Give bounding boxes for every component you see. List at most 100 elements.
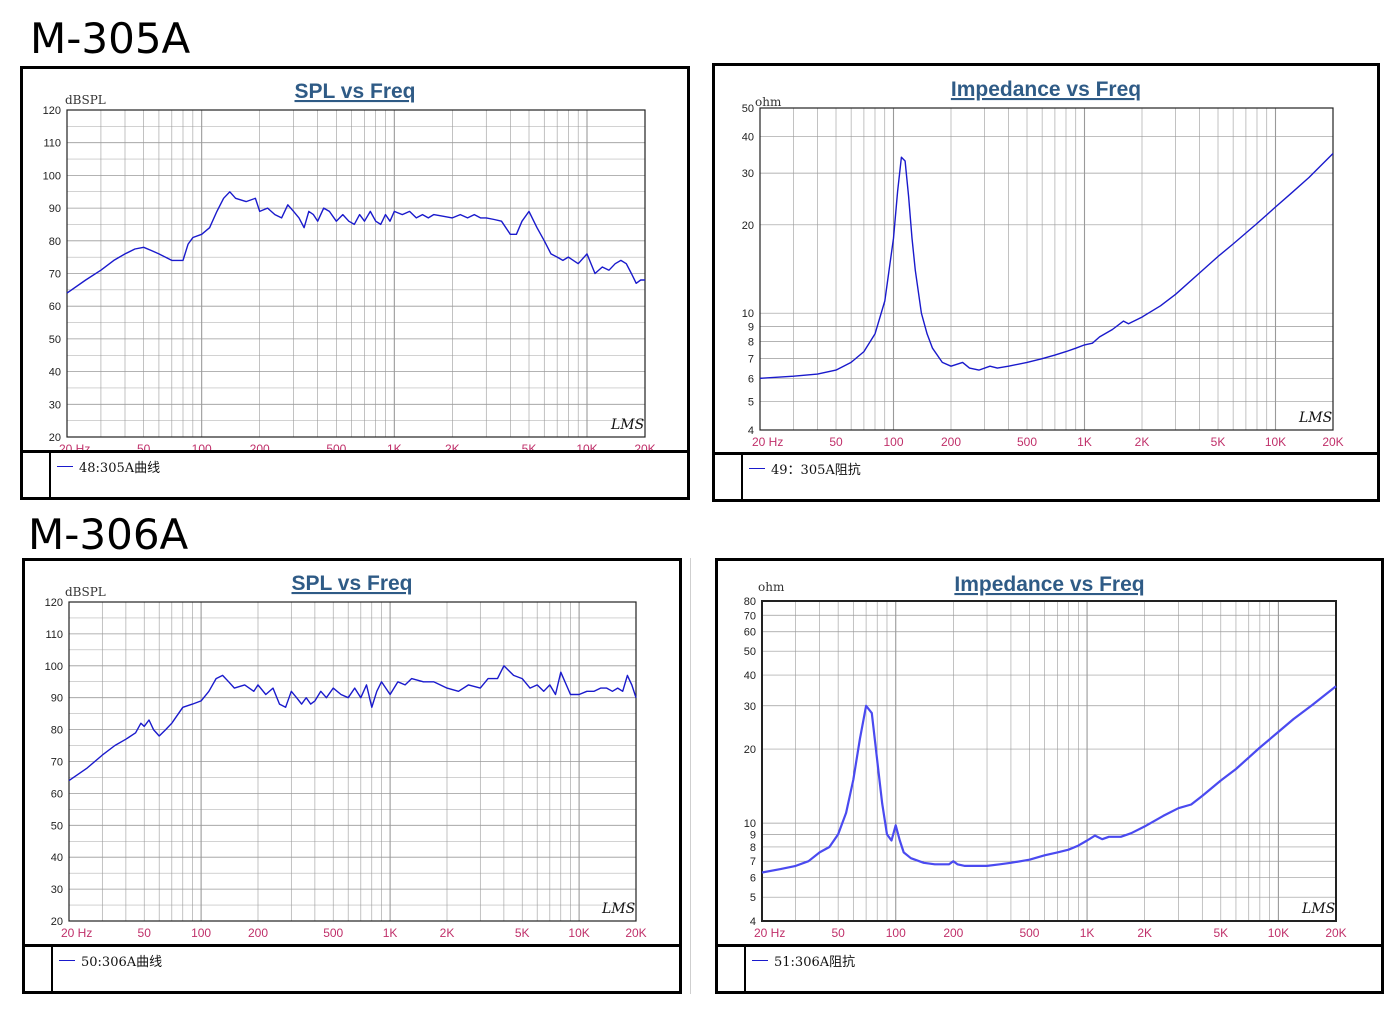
y-tick-label: 70 — [744, 610, 756, 622]
x-tick-label: 2K — [1137, 926, 1152, 940]
chart-title: SPL vs Freq — [295, 80, 416, 103]
chart-panel-spl-305a: SPL vs Freq dBSPL 20 30 40 50 60 70 80 90 100 110 12… — [20, 66, 690, 500]
x-tick-label: 100 — [883, 435, 903, 449]
x-tick-label: 5K — [515, 926, 530, 940]
plot-frame — [66, 109, 646, 438]
y-tick-label: 8 — [750, 842, 756, 854]
y-tick-label: 70 — [49, 269, 61, 281]
y-tick-label: 120 — [45, 597, 63, 609]
legend-gutter — [718, 947, 746, 991]
y-tick-label: 100 — [45, 661, 63, 673]
legend-label: 50:306A曲线 — [81, 955, 163, 970]
y-tick-label: 30 — [51, 884, 63, 896]
lms-watermark: LMS — [1298, 410, 1332, 426]
y-tick-label: 6 — [750, 873, 756, 885]
gridlines — [67, 110, 645, 437]
chart-impedance-305a: Impedance vs Freq ohm 4 5 6 7 8 9 10 20 30 40 50 20 H… — [742, 78, 1344, 449]
y-tick-label: 80 — [51, 725, 63, 737]
x-tick-label: 20K — [625, 926, 646, 940]
y-tick-label: 10 — [744, 818, 756, 830]
y-axis-label: dBSPL — [65, 93, 106, 107]
series-line — [68, 665, 637, 782]
legend-gutter — [715, 455, 743, 499]
model-title-306a: M-306A — [28, 510, 189, 559]
legend-strip: 51:306A阻抗 — [718, 944, 1381, 991]
x-tick-label: 20 Hz — [752, 435, 783, 449]
y-tick-label: 30 — [742, 168, 754, 180]
y-tick-label: 40 — [49, 367, 61, 379]
x-tick-label: 500 — [1017, 435, 1037, 449]
y-tick-label: 50 — [744, 646, 756, 658]
y-tick-label: 20 — [49, 432, 61, 444]
y-tick-label: 80 — [744, 596, 756, 608]
chart-title: SPL vs Freq — [292, 572, 413, 595]
series-line — [66, 191, 645, 294]
y-tick-label: 4 — [750, 916, 756, 928]
y-tick-label: 5 — [750, 892, 756, 904]
y-tick-label: 60 — [744, 627, 756, 639]
x-tick-label: 1K — [1080, 926, 1095, 940]
y-tick-label: 20 — [742, 220, 754, 232]
x-tick-label: 10K — [1268, 926, 1289, 940]
x-tick-label: 50 — [138, 926, 152, 940]
gridlines — [760, 108, 1333, 430]
y-tick-label: 20 — [744, 744, 756, 756]
y-tick-label: 30 — [49, 399, 61, 411]
plot-area — [760, 108, 1333, 430]
panel-divider — [690, 558, 691, 994]
lms-watermark: LMS — [610, 417, 644, 433]
chart-panel-impedance-305a: Impedance vs Freq ohm 4 5 6 7 8 9 10 20 30 40 50 20 H… — [712, 63, 1380, 502]
x-tick-label: 20 Hz — [754, 926, 785, 940]
x-tick-label: 5K — [1211, 435, 1226, 449]
legend-label: 49：305A阻抗 — [771, 463, 861, 478]
legend-gutter — [23, 453, 51, 497]
y-tick-label: 60 — [49, 301, 61, 313]
x-tick-label: 500 — [1019, 926, 1039, 940]
y-tick-label: 40 — [51, 852, 63, 864]
chart-title: Impedance vs Freq — [951, 78, 1141, 101]
y-tick-label: 110 — [43, 138, 61, 150]
x-tick-label: 200 — [943, 926, 963, 940]
x-tick-label: 5K — [1213, 926, 1228, 940]
legend-strip: 50:306A曲线 — [25, 944, 679, 991]
model-title-305a: M-305A — [30, 14, 191, 63]
y-tick-label: 80 — [49, 236, 61, 248]
y-tick-label: 9 — [750, 829, 756, 841]
plot-frame — [68, 601, 637, 922]
y-tick-label: 10 — [742, 308, 754, 320]
x-tick-label: 100 — [886, 926, 906, 940]
y-tick-label: 20 — [51, 916, 63, 928]
y-axis-label: dBSPL — [65, 585, 106, 599]
legend-swatch — [57, 466, 73, 467]
y-tick-label: 50 — [49, 334, 61, 346]
y-tick-label: 9 — [748, 322, 754, 334]
chart-panel-impedance-306a: Impedance vs Freq ohm 4 5 6 7 8 9 10 20 30 40 50 60 70… — [715, 558, 1384, 994]
x-tick-label: 20K — [1322, 435, 1343, 449]
y-tick-label: 60 — [51, 788, 63, 800]
y-tick-label: 8 — [748, 337, 754, 349]
series-line — [761, 685, 1337, 874]
legend-swatch — [59, 960, 75, 961]
x-tick-label: 200 — [941, 435, 961, 449]
y-tick-label: 4 — [748, 425, 754, 437]
gridlines — [69, 602, 636, 921]
x-tick-label: 500 — [323, 926, 343, 940]
legend-strip: 48:305A曲线 — [23, 450, 687, 497]
legend-swatch — [752, 960, 768, 961]
plot-area — [762, 601, 1336, 921]
lms-watermark: LMS — [601, 901, 635, 917]
lms-watermark: LMS — [1301, 901, 1335, 917]
y-tick-label: 5 — [748, 397, 754, 409]
y-tick-label: 110 — [45, 629, 63, 641]
legend-strip: 49：305A阻抗 — [715, 452, 1377, 499]
legend-label: 48:305A曲线 — [79, 461, 161, 476]
chart-panel-spl-306a: SPL vs Freq dBSPL 20 30 40 50 60 70 80 90 100 110 12… — [22, 558, 682, 994]
series-line — [759, 153, 1334, 379]
y-tick-label: 90 — [51, 693, 63, 705]
y-axis-label: ohm — [758, 580, 785, 594]
y-tick-label: 70 — [51, 757, 63, 769]
y-tick-label: 100 — [43, 170, 61, 182]
x-tick-label: 50 — [831, 926, 845, 940]
y-axis-label: ohm — [755, 95, 782, 109]
legend-entry: 50:306A曲线 — [59, 951, 162, 970]
